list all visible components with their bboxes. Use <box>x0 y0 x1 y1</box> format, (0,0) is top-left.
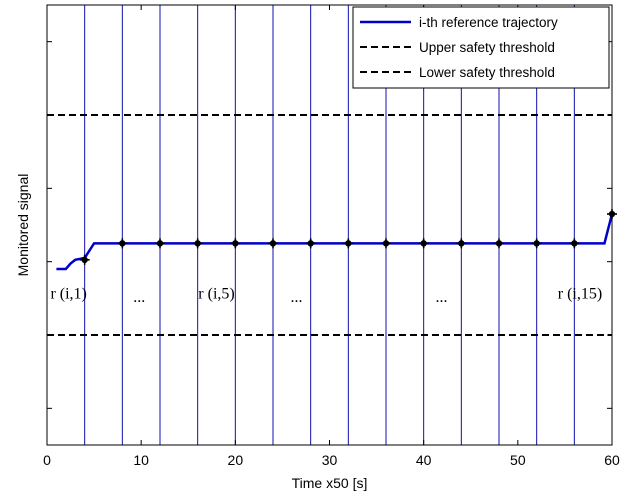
x-tick-label-3: 20 <box>228 452 244 468</box>
trajectory-marker-13 <box>531 238 542 249</box>
x-tick-label-6: 50 <box>510 452 526 468</box>
trajectory-marker-9 <box>381 238 391 249</box>
trajectory-marker-1 <box>79 254 90 265</box>
legend-label-3: Lower safety threshold <box>419 65 555 80</box>
trajectory-marker-7 <box>305 238 316 249</box>
ticks-layer: 0 10 20 30 40 50 60 <box>43 5 620 468</box>
legend-label-2: Upper safety threshold <box>419 40 555 55</box>
trajectory-marker-14 <box>569 238 580 249</box>
annotation-5: ... <box>436 289 448 306</box>
y-axis-label: Monitored signal <box>15 174 31 277</box>
trajectory-marker-3 <box>155 238 165 249</box>
legend-label-1: i-th reference trajectory <box>419 15 558 30</box>
annotation-1: r (i,1) <box>50 285 86 302</box>
x-tick-label-1: 0 <box>43 452 51 468</box>
x-tick-label-2: 10 <box>133 452 149 468</box>
annotations-layer: r (i,1)... r (i,5)...... r (i,15) <box>50 285 602 306</box>
x-tick-label-5: 40 <box>416 452 432 468</box>
annotation-4: ... <box>291 289 303 306</box>
trajectory-marker-12 <box>494 238 504 249</box>
annotation-6: r (i,15) <box>558 285 602 302</box>
trajectory-marker-10 <box>418 238 429 249</box>
thresholds-layer <box>47 114 612 336</box>
trajectory-marker-6 <box>268 238 278 249</box>
legend: i-th reference trajectory Upper safety th… <box>352 6 610 89</box>
x-axis-label: Time x50 [s] <box>292 475 368 491</box>
x-tick-label-4: 30 <box>322 452 338 468</box>
trajectory-marker-8 <box>343 238 354 249</box>
trajectory-marker-5 <box>230 238 241 249</box>
trajectory-marker-2 <box>117 238 128 249</box>
annotation-3: r (i,5) <box>198 285 234 302</box>
annotation-2: ... <box>133 289 145 306</box>
x-tick-label-7: 60 <box>604 452 620 468</box>
trajectory-marker-11 <box>456 238 467 249</box>
trajectory-marker-4 <box>192 238 203 249</box>
